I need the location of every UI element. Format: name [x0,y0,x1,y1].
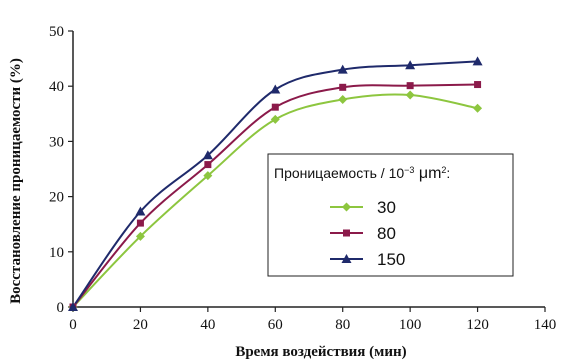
data-point-150 [270,84,281,94]
y-axis-title: Восстановление проницаемости (%) [8,58,24,304]
data-point-30 [473,103,483,113]
x-axis-title: Время воздействия (мин) [235,344,406,360]
data-point-150 [202,150,213,160]
data-point-80 [136,219,144,227]
data-point-80 [271,103,279,111]
x-tick-label: 0 [69,317,77,333]
data-point-30 [135,231,145,241]
x-tick-label: 40 [200,317,215,333]
y-tick-label: 10 [49,245,64,261]
legend-label-150: 150 [377,250,405,269]
data-point-30 [203,171,213,181]
legend-label-80: 80 [377,224,396,243]
y-tick-label: 40 [49,79,64,95]
data-point-80 [204,161,212,169]
legend-title: Проницаемость / 10−3 μm2: [274,165,450,182]
legend-box [267,153,514,277]
y-tick-label: 20 [49,190,64,206]
legend-title-exp2: 2 [441,165,446,175]
data-point-30 [405,90,415,100]
legend-title-exp1: −3 [404,165,414,175]
legend-label-30: 30 [377,198,396,217]
y-tick-label: 50 [49,24,64,40]
data-point-30 [338,94,348,104]
data-point-150 [472,56,483,66]
data-point-150 [68,302,78,311]
data-point-80 [339,83,347,91]
legend-marker-30 [342,202,351,212]
legend-marker-150 [341,254,352,263]
legend: Проницаемость / 10−3 μm2: 30 80 150 [267,153,514,277]
x-tick-label: 140 [534,317,557,333]
x-tick-label: 60 [268,317,283,333]
series-markers [68,56,483,312]
y-tick-label: 30 [49,134,64,150]
legend-title-unit: μm [414,165,441,182]
legend-title-prefix: Проницаемость / 10 [274,165,404,181]
legend-title-suffix: : [446,165,450,181]
data-point-150 [135,206,146,216]
y-tick-label: 0 [57,300,65,316]
data-point-80 [406,82,414,90]
data-point-150 [405,60,416,70]
x-tick-label: 20 [133,317,148,333]
data-point-150 [337,64,348,74]
legend-marker-80 [343,229,350,237]
x-tick-label: 80 [335,317,350,333]
x-tick-label: 120 [466,317,489,333]
x-tick-label: 100 [399,317,422,333]
data-point-80 [474,81,482,89]
data-point-30 [270,114,280,124]
